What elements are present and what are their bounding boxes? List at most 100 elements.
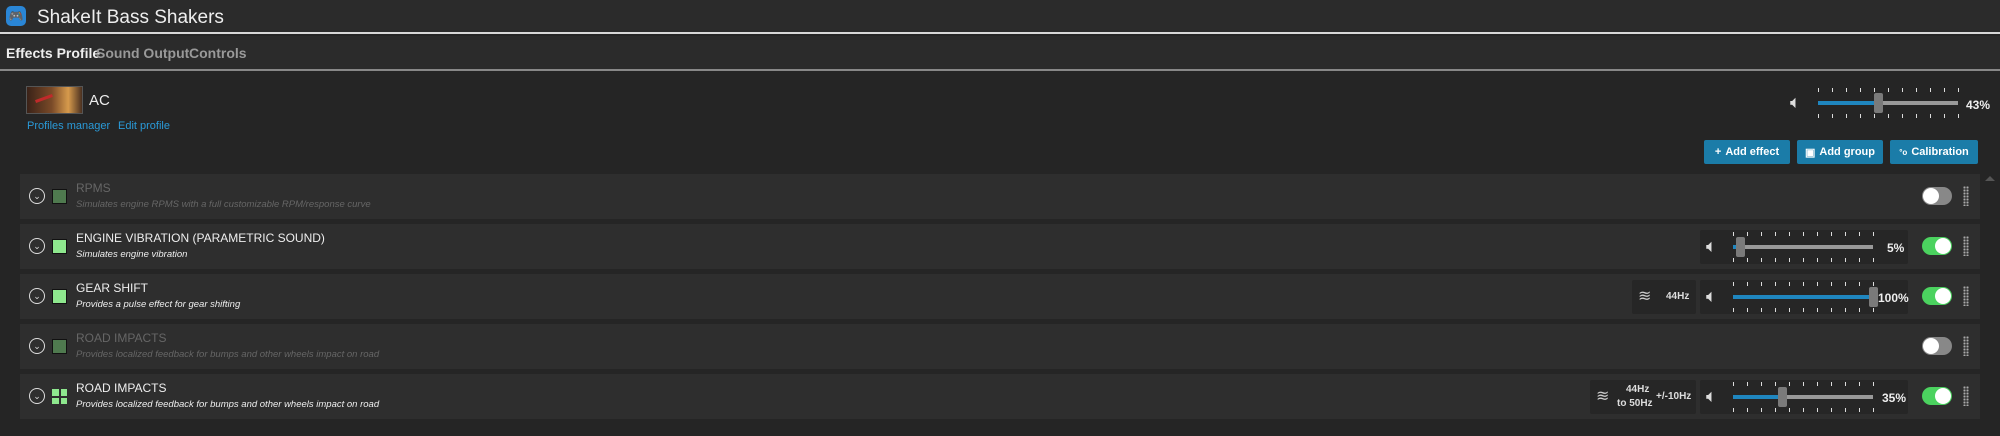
slider-tick [1733, 282, 1734, 286]
slider-tick [1845, 408, 1846, 412]
expand-chevron-icon[interactable]: ⌄ [29, 188, 45, 204]
effect-enable-toggle[interactable] [1922, 287, 1952, 305]
add-group-button[interactable]: ▣ Add group [1797, 140, 1883, 164]
slider-tick [1747, 408, 1748, 412]
slider-tick [1733, 258, 1734, 262]
slider-track [1733, 245, 1873, 249]
slider-knob[interactable] [1874, 93, 1884, 113]
tab-effects-profile[interactable]: Effects Profile [6, 45, 101, 61]
slider-tick [1803, 232, 1804, 236]
slider-tick [1832, 114, 1833, 118]
drag-handle-icon[interactable] [1963, 186, 1969, 206]
slider-tick [1803, 382, 1804, 386]
slider-tick [1761, 308, 1762, 312]
add-effect-button[interactable]: + Add effect [1704, 140, 1790, 164]
effect-row: ⌄ RPMS Simulates engine RPMS with a full… [20, 174, 1980, 219]
effect-color-swatch [52, 239, 67, 254]
slider-tick [1873, 258, 1874, 262]
slider-tick [1803, 308, 1804, 312]
master-volume-slider[interactable] [1818, 86, 1959, 120]
expand-chevron-icon[interactable]: ⌄ [29, 238, 45, 254]
effect-volume-value: 35% [1882, 391, 1907, 405]
slider-tick [1873, 382, 1874, 386]
slider-tick [1873, 408, 1874, 412]
slider-tick [1775, 282, 1776, 286]
scroll-up-arrow[interactable] [1985, 176, 1995, 181]
profile-name: AC [89, 92, 110, 109]
profile-thumbnail [26, 86, 83, 114]
slider-tick [1859, 258, 1860, 262]
expand-chevron-icon[interactable]: ⌄ [29, 388, 45, 404]
drag-handle-icon[interactable] [1963, 336, 1969, 356]
slider-tick [1817, 258, 1818, 262]
effect-volume-slider[interactable] [1733, 280, 1878, 314]
slider-tick [1902, 88, 1903, 92]
slider-tick [1733, 232, 1734, 236]
effect-enable-toggle[interactable] [1922, 387, 1952, 405]
slider-tick [1831, 308, 1832, 312]
slider-tick [1747, 382, 1748, 386]
drag-handle-icon[interactable] [1963, 236, 1969, 256]
effect-enable-toggle[interactable] [1922, 187, 1952, 205]
effect-description: Provides localized feedback for bumps an… [76, 399, 380, 410]
slider-tick [1761, 382, 1762, 386]
effect-volume-slider[interactable] [1733, 230, 1874, 264]
effect-volume-slider[interactable] [1733, 380, 1874, 414]
effect-enable-toggle[interactable] [1922, 237, 1952, 255]
slider-tick [1803, 258, 1804, 262]
edit-profile-link[interactable]: Edit profile [118, 120, 170, 132]
add-effect-label: Add effect [1725, 146, 1780, 158]
drag-handle-icon[interactable] [1963, 286, 1969, 306]
effect-name: ROAD IMPACTS [76, 331, 167, 345]
plus-icon: + [1714, 146, 1722, 158]
effect-description: Provides localized feedback for bumps an… [76, 349, 380, 360]
slider-tick [1789, 382, 1790, 386]
slider-tick [1761, 258, 1762, 262]
app-title: ShakeIt Bass Shakers [37, 7, 224, 28]
slider-knob[interactable] [1778, 387, 1787, 407]
slider-tick [1845, 258, 1846, 262]
speaker-icon: 🔈︎ [1706, 286, 1717, 306]
effect-enable-toggle[interactable] [1922, 337, 1952, 355]
slider-tick [1817, 308, 1818, 312]
slider-tick [1817, 382, 1818, 386]
profiles-manager-link[interactable]: Profiles manager [27, 120, 111, 132]
drag-handle-icon[interactable] [1963, 386, 1969, 406]
slider-tick [1944, 114, 1945, 118]
frequency-box[interactable]: ≋ 44Hz to 50Hz +/-10Hz [1590, 380, 1696, 414]
tab-controls[interactable]: Controls [189, 45, 247, 61]
effect-volume-value: 100% [1878, 291, 1909, 305]
slider-tick [1845, 308, 1846, 312]
slider-tick [1930, 114, 1931, 118]
effect-color-swatch [52, 189, 67, 204]
expand-chevron-icon[interactable]: ⌄ [29, 338, 45, 354]
tab-sound-output[interactable]: Sound Output [96, 45, 190, 61]
slider-tick [1817, 232, 1818, 236]
effect-color-swatch [52, 289, 67, 304]
slider-fill [1733, 295, 1873, 299]
effect-description: Simulates engine RPMS with a full custom… [76, 199, 371, 210]
slider-tick [1958, 114, 1959, 118]
calibration-button[interactable]: °o Calibration [1890, 140, 1978, 164]
frequency-from: 44Hz [1626, 384, 1650, 395]
slider-tick [1733, 408, 1734, 412]
slider-knob[interactable] [1736, 237, 1745, 257]
slider-tick [1747, 232, 1748, 236]
expand-chevron-icon[interactable]: ⌄ [29, 288, 45, 304]
slider-tick [1846, 88, 1847, 92]
slider-tick [1775, 382, 1776, 386]
slider-tick [1775, 308, 1776, 312]
slider-tick [1831, 282, 1832, 286]
effect-name: GEAR SHIFT [76, 281, 149, 295]
effect-row: ⌄ GEAR SHIFT Provides a pulse effect for… [20, 274, 1980, 319]
slider-knob[interactable] [1869, 287, 1878, 307]
slider-tick [1817, 282, 1818, 286]
effect-volume-value: 5% [1887, 241, 1905, 255]
slider-tick [1859, 308, 1860, 312]
multi-channel-icon [52, 389, 67, 404]
group-icon: ▣ [1804, 146, 1816, 159]
calibration-icon: °o [1899, 147, 1908, 157]
slider-tick [1818, 88, 1819, 92]
slider-tick [1789, 282, 1790, 286]
frequency-box[interactable]: ≋ 44Hz [1632, 280, 1696, 314]
